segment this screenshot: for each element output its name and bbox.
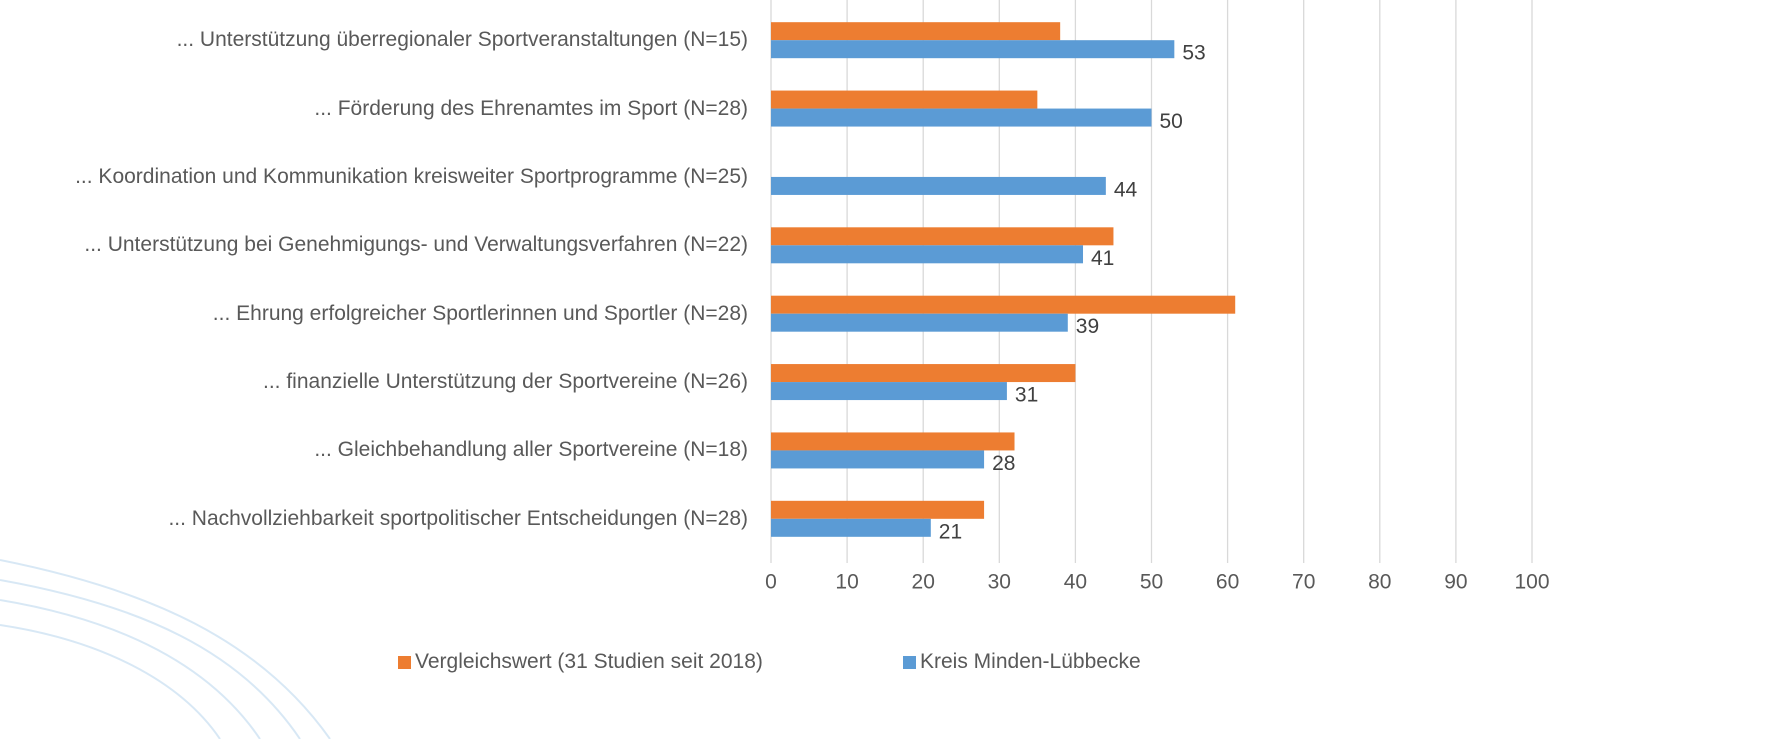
y-tick-label: ... Ehrung erfolgreicher Sportlerinnen u…: [213, 301, 748, 327]
y-tick-label: ... Förderung des Ehrenamtes im Sport (N…: [314, 96, 748, 122]
x-tick-label: 0: [765, 571, 777, 594]
bar: [771, 91, 1037, 109]
bar: [771, 314, 1068, 332]
x-tick-label: 20: [912, 571, 935, 594]
x-tick-label: 80: [1368, 571, 1391, 594]
legend-item: Vergleichswert (31 Studien seit 2018): [398, 650, 763, 674]
data-label: 41: [1091, 247, 1114, 270]
bar: [771, 245, 1083, 263]
y-tick-label: ... Koordination und Kommunikation kreis…: [75, 164, 748, 190]
legend-swatch: [398, 656, 411, 669]
decoration: [0, 560, 330, 739]
bar: [771, 227, 1113, 245]
y-tick-label: ... finanzielle Unterstützung der Sportv…: [263, 369, 748, 395]
chart: 0 10 20 30 40 50 60 70 80 90 100 53 50 44 41 39 31 28 21 .…: [0, 0, 1789, 739]
bar: [771, 382, 1007, 400]
bar: [771, 450, 984, 468]
bar: [771, 109, 1152, 127]
data-label: 44: [1114, 178, 1138, 201]
data-label: 39: [1076, 315, 1099, 338]
y-tick-label: ... Gleichbehandlung aller Sportvereine …: [314, 437, 748, 463]
data-label: 53: [1182, 42, 1205, 65]
bar: [771, 364, 1075, 382]
data-label: 28: [992, 452, 1015, 475]
legend-item: Kreis Minden-Lübbecke: [903, 650, 1141, 674]
y-tick-label: ... Unterstützung bei Genehmigungs- und …: [84, 232, 748, 258]
x-tick-label: 70: [1292, 571, 1315, 594]
bar: [771, 519, 931, 537]
x-tick-label: 40: [1064, 571, 1087, 594]
bar: [771, 40, 1174, 58]
bar: [771, 177, 1106, 195]
x-tick-label: 30: [988, 571, 1011, 594]
bar: [771, 296, 1235, 314]
data-label: 31: [1015, 384, 1038, 407]
bar: [771, 501, 984, 519]
y-tick-label: ... Nachvollziehbarkeit sportpolitischer…: [168, 506, 748, 532]
bar: [771, 22, 1060, 40]
bar: [771, 432, 1015, 450]
legend-swatch: [903, 656, 916, 669]
data-label: 21: [939, 520, 962, 543]
y-tick-label: ... Unterstützung überregionaler Sportve…: [177, 27, 748, 53]
x-tick-label: 60: [1216, 571, 1239, 594]
x-tick-label: 90: [1444, 571, 1467, 594]
x-tick-label: 100: [1514, 571, 1549, 594]
x-tick-label: 10: [835, 571, 858, 594]
data-label: 50: [1160, 110, 1183, 133]
legend-label: Vergleichswert (31 Studien seit 2018): [415, 650, 763, 674]
x-tick-label: 50: [1140, 571, 1163, 594]
legend-label: Kreis Minden-Lübbecke: [920, 650, 1141, 674]
